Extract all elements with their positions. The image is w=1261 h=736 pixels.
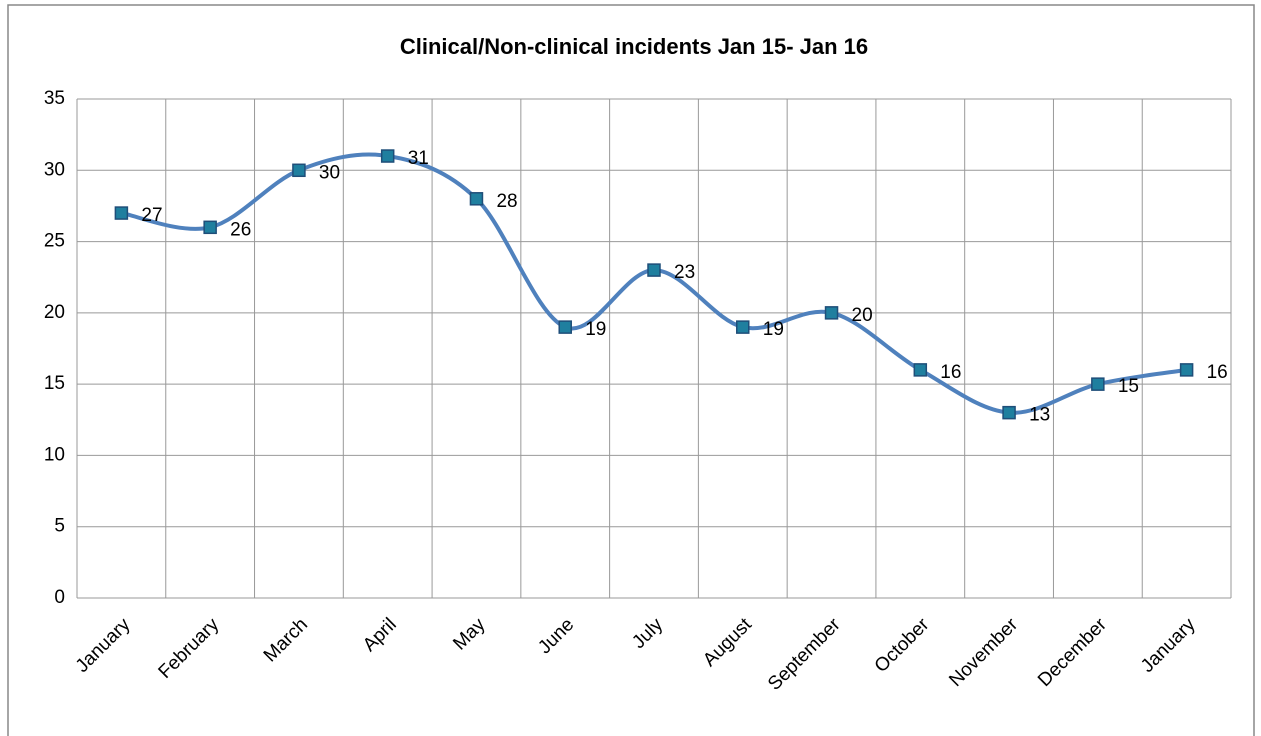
y-tick-label: 20 bbox=[44, 302, 65, 323]
marker bbox=[469, 192, 484, 206]
marker bbox=[1179, 363, 1194, 377]
y-tick-label: 25 bbox=[44, 231, 65, 252]
data-label: 23 bbox=[674, 262, 695, 283]
y-tick-label: 30 bbox=[44, 159, 65, 180]
marker bbox=[292, 163, 306, 178]
marker bbox=[824, 306, 839, 320]
data-label: 15 bbox=[1118, 376, 1139, 397]
y-tick-label: 15 bbox=[44, 373, 65, 394]
data-label: 27 bbox=[141, 205, 162, 226]
data-label: 20 bbox=[852, 305, 873, 326]
chart-frame bbox=[7, 4, 1255, 736]
marker bbox=[380, 149, 395, 163]
marker bbox=[913, 363, 928, 377]
chart-title: Clinical/Non-clinical incidents Jan 15- … bbox=[400, 34, 868, 59]
marker bbox=[1091, 377, 1105, 391]
y-tick-label: 35 bbox=[44, 88, 65, 109]
y-tick-label: 10 bbox=[44, 444, 65, 465]
y-tick-label: 0 bbox=[54, 587, 65, 608]
marker bbox=[736, 320, 750, 334]
marker bbox=[1002, 405, 1016, 420]
data-label: 31 bbox=[408, 148, 429, 169]
y-tick-label: 5 bbox=[54, 516, 65, 537]
data-label: 28 bbox=[496, 191, 517, 212]
data-label: 26 bbox=[230, 219, 251, 240]
data-label: 16 bbox=[1207, 362, 1228, 383]
data-label: 19 bbox=[763, 319, 784, 340]
marker bbox=[203, 220, 217, 235]
data-label: 13 bbox=[1029, 405, 1050, 426]
data-label: 30 bbox=[319, 162, 340, 183]
marker bbox=[558, 320, 572, 334]
data-label: 16 bbox=[940, 362, 961, 383]
marker bbox=[114, 206, 129, 220]
data-label: 19 bbox=[585, 319, 606, 340]
marker bbox=[647, 263, 661, 277]
